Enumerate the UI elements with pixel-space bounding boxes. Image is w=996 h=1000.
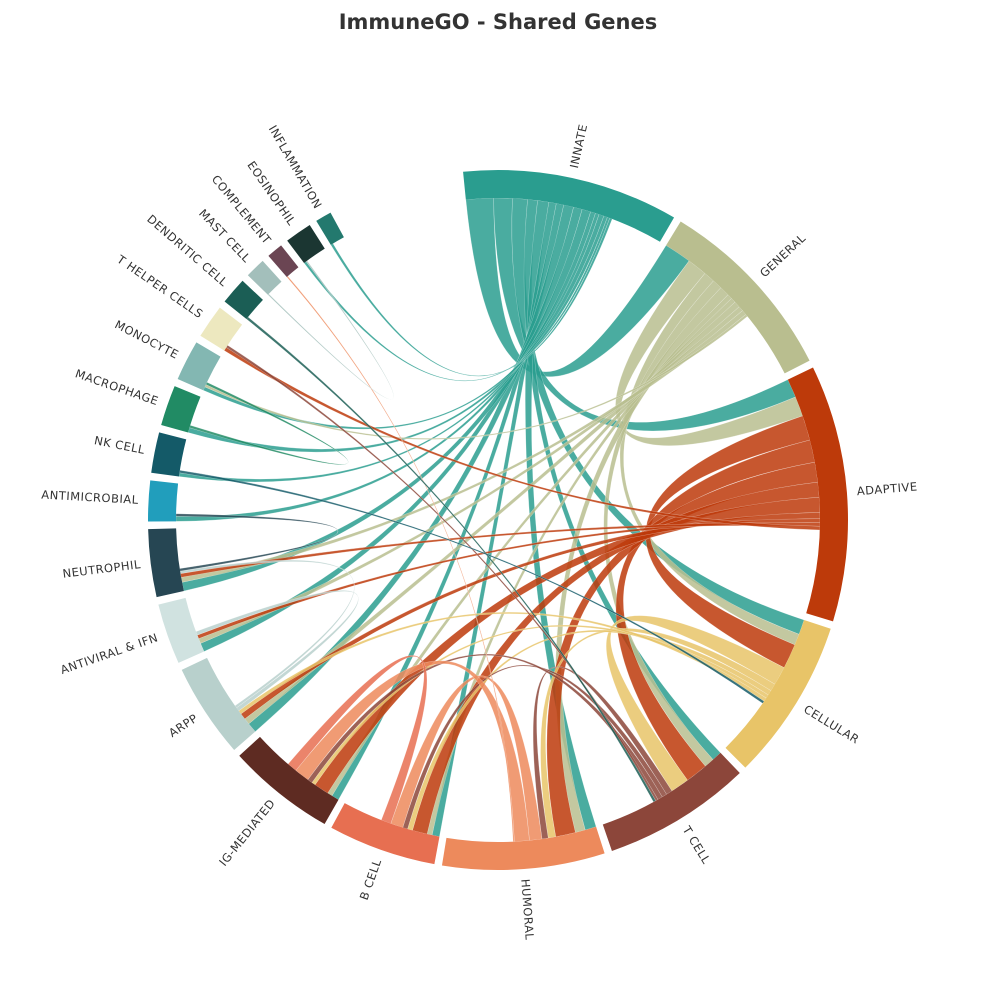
group-arc-complement[interactable] xyxy=(268,245,299,277)
group-label-antimicrobial: ANTIMICROBIAL xyxy=(41,488,139,507)
group-label-ig-mediated: IG-MEDIATED xyxy=(216,796,278,868)
ribbon-general-to-monocyte[interactable] xyxy=(204,314,748,440)
group-arc-cellular[interactable] xyxy=(725,619,831,768)
group-label-arpp: ARPP xyxy=(166,711,200,740)
ribbon-macrophage-to-monocyte[interactable] xyxy=(189,381,349,465)
group-label-adaptive: ADAPTIVE xyxy=(856,479,918,498)
group-arc-adaptive[interactable] xyxy=(787,367,849,622)
group-arc-inflammation[interactable] xyxy=(316,212,344,245)
group-arc-antiviral-ifn[interactable] xyxy=(158,597,205,663)
group-arc-t-helper-cells[interactable] xyxy=(200,307,243,351)
group-arc-neutrophil[interactable] xyxy=(148,528,184,598)
group-label-cellular: CELLULAR xyxy=(801,702,862,747)
ribbon-humoral-to-b-cell[interactable] xyxy=(390,675,543,841)
group-label-nk-cell: NK CELL xyxy=(93,433,146,457)
group-arc-humoral[interactable] xyxy=(441,826,605,871)
group-label-innate: INNATE xyxy=(567,123,590,170)
group-arc-macrophage[interactable] xyxy=(161,386,201,433)
group-arc-t-cell[interactable] xyxy=(602,752,740,851)
group-label-macrophage: MACROPHAGE xyxy=(73,366,160,408)
ribbon-adaptive-to-cellular[interactable] xyxy=(645,415,811,668)
chart-title: ImmuneGO - Shared Genes xyxy=(338,10,658,34)
ribbon-mast-cell-to-eosinophil[interactable] xyxy=(267,260,394,400)
ribbon-adaptive-to-neutrophil[interactable] xyxy=(180,522,821,578)
arc-layer xyxy=(147,170,849,871)
group-label-humoral: HUMORAL xyxy=(518,878,537,940)
group-label-neutrophil: NEUTROPHIL xyxy=(62,557,142,581)
group-arc-b-cell[interactable] xyxy=(331,803,440,865)
group-arc-ig-mediated[interactable] xyxy=(239,736,339,825)
group-label-b-cell: B CELL xyxy=(357,857,384,902)
group-arc-nk-cell[interactable] xyxy=(151,432,187,477)
group-arc-dendritic-cell[interactable] xyxy=(224,280,263,319)
group-arc-monocyte[interactable] xyxy=(177,342,221,391)
group-label-general: GENERAL xyxy=(757,231,809,280)
group-arc-antimicrobial[interactable] xyxy=(147,480,179,522)
ribbon-arpp-to-antiviral-ifn[interactable] xyxy=(195,590,359,712)
group-label-t-cell: T CELL xyxy=(679,823,713,867)
group-label-antiviral-ifn: ANTIVIRAL & IFN xyxy=(59,630,160,677)
group-arc-eosinophil[interactable] xyxy=(287,224,325,263)
group-label-monocyte: MONOCYTE xyxy=(113,317,181,361)
ribbon-cellular-to-arpp[interactable] xyxy=(238,611,767,715)
group-arc-arpp[interactable] xyxy=(181,657,256,750)
group-arc-innate[interactable] xyxy=(463,170,675,242)
ribbon-dendritic-cell-to-t-cell[interactable] xyxy=(246,316,656,803)
ribbon-neutrophil-to-antimicrobial[interactable] xyxy=(175,513,339,572)
group-arc-general[interactable] xyxy=(666,221,810,374)
group-arc-mast-cell[interactable] xyxy=(247,260,282,295)
ribbon-layer xyxy=(175,197,821,842)
ribbon-nk-cell-to-cellular[interactable] xyxy=(179,470,765,704)
